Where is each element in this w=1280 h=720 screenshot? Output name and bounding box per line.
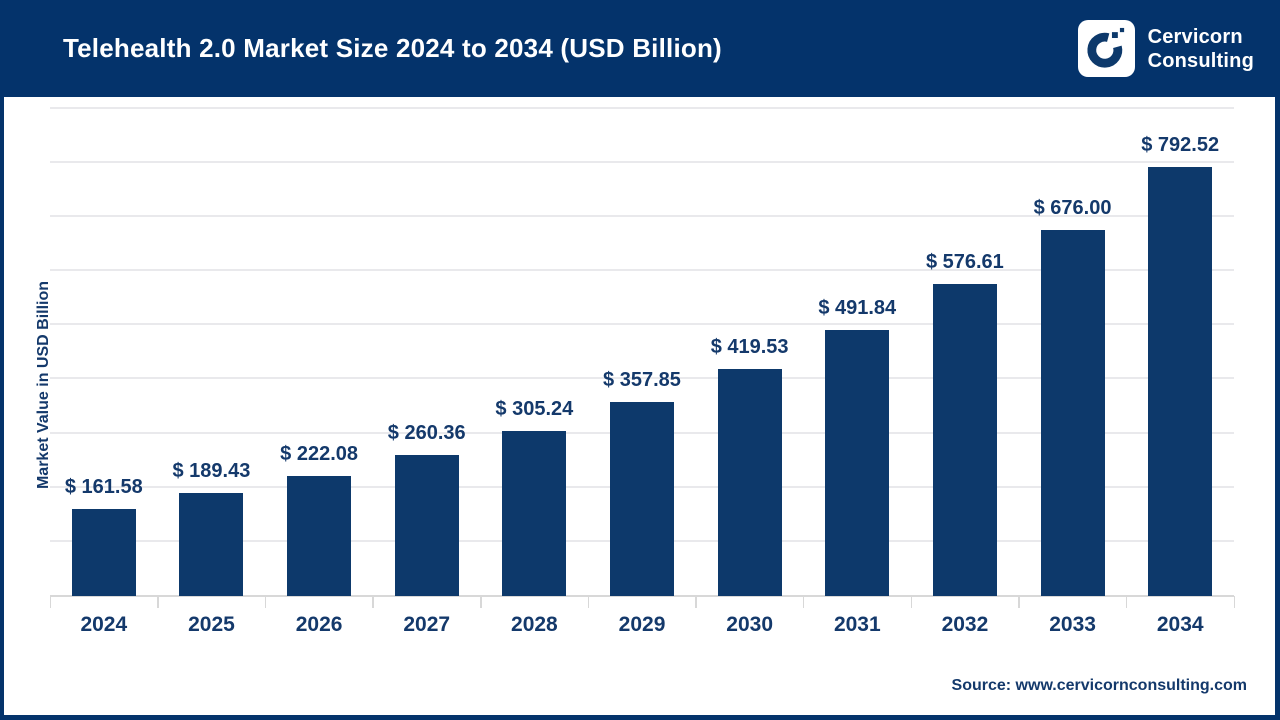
bar-2028 [502,430,567,596]
gridline [50,214,1234,217]
x-tick-label-2029: 2029 [618,613,666,636]
x-tick-label-2028: 2028 [511,613,558,636]
bar-2029 [610,402,674,596]
cervicorn-logo-icon [1077,20,1135,77]
bar-2026 [287,475,352,596]
x-tick-label-2027: 2027 [403,613,451,636]
gridline [50,269,1234,272]
bar-2030 [717,368,782,596]
plot-area: $ 161.58 $ 189.43 $ 222.08 $ 260.36 $ 305.24… [50,100,1234,597]
axis-tick [1018,596,1020,608]
value-label-2027: $ 260.36 [387,422,466,444]
axis-tick [587,596,590,608]
axis-tick [802,596,805,608]
axis-tick [695,596,697,608]
x-tick-label-2024: 2024 [80,613,128,636]
gridline [50,106,1234,109]
x-tick-label-2026: 2026 [295,613,343,636]
value-label-2025: $ 189.43 [172,460,251,483]
brand-logo: Cervicorn Consulting [1077,20,1254,77]
bar-2034 [1148,166,1213,596]
bar-2025 [179,493,244,596]
bar-2033 [1040,229,1105,596]
x-axis-line [50,595,1234,597]
value-label-2033: $ 676.00 [1033,196,1112,219]
value-label-2030: $ 419.53 [710,335,789,358]
value-label-2028: $ 305.24 [495,397,574,420]
header: Telehealth 2.0 Market Size 2024 to 2034 … [0,0,1280,97]
x-tick-label-2030: 2030 [726,613,774,636]
bar-2032 [932,283,997,596]
x-tick-label-2034: 2034 [1156,613,1204,636]
source-text: Source: www.cervicornconsulting.com [951,677,1247,694]
gridline [50,323,1234,326]
x-tick-label-2025: 2025 [188,613,235,636]
axis-tick [264,596,267,608]
axis-tick [49,596,51,608]
value-label-2031: $ 491.84 [818,296,897,319]
value-label-2026: $ 222.08 [280,442,358,465]
chart-panel: Market Value in USD Billion $ 161.58 $ 18… [4,97,1275,715]
bar-2024 [71,508,136,596]
x-tick-label-2033: 2033 [1049,613,1096,636]
axis-tick [1233,596,1235,608]
brand-name-line1: Cervicorn [1147,25,1243,48]
axis-tick [157,596,159,608]
value-label-2024: $ 161.58 [64,475,143,498]
axis-tick [480,596,482,608]
value-label-2034: $ 792.52 [1141,133,1220,156]
bar-2027 [394,455,459,596]
value-label-2029: $ 357.85 [603,369,681,392]
axis-tick [910,596,913,608]
bar-2031 [825,329,890,596]
gridline [50,160,1234,163]
page-title: Telehealth 2.0 Market Size 2024 to 2034 … [63,33,722,63]
x-tick-label-2032: 2032 [941,613,989,636]
value-label-2032: $ 576.61 [925,250,1004,273]
axis-tick [372,596,374,608]
axis-tick [1125,596,1128,608]
gridline [50,377,1234,380]
brand-name: Cervicorn Consulting [1148,25,1254,73]
x-axis-labels: 2024 2025 2026 2027 2028 2029 2030 2031 2032 2033… [50,611,1234,639]
brand-name-line2: Consulting [1147,49,1254,72]
x-tick-label-2031: 2031 [833,613,881,636]
